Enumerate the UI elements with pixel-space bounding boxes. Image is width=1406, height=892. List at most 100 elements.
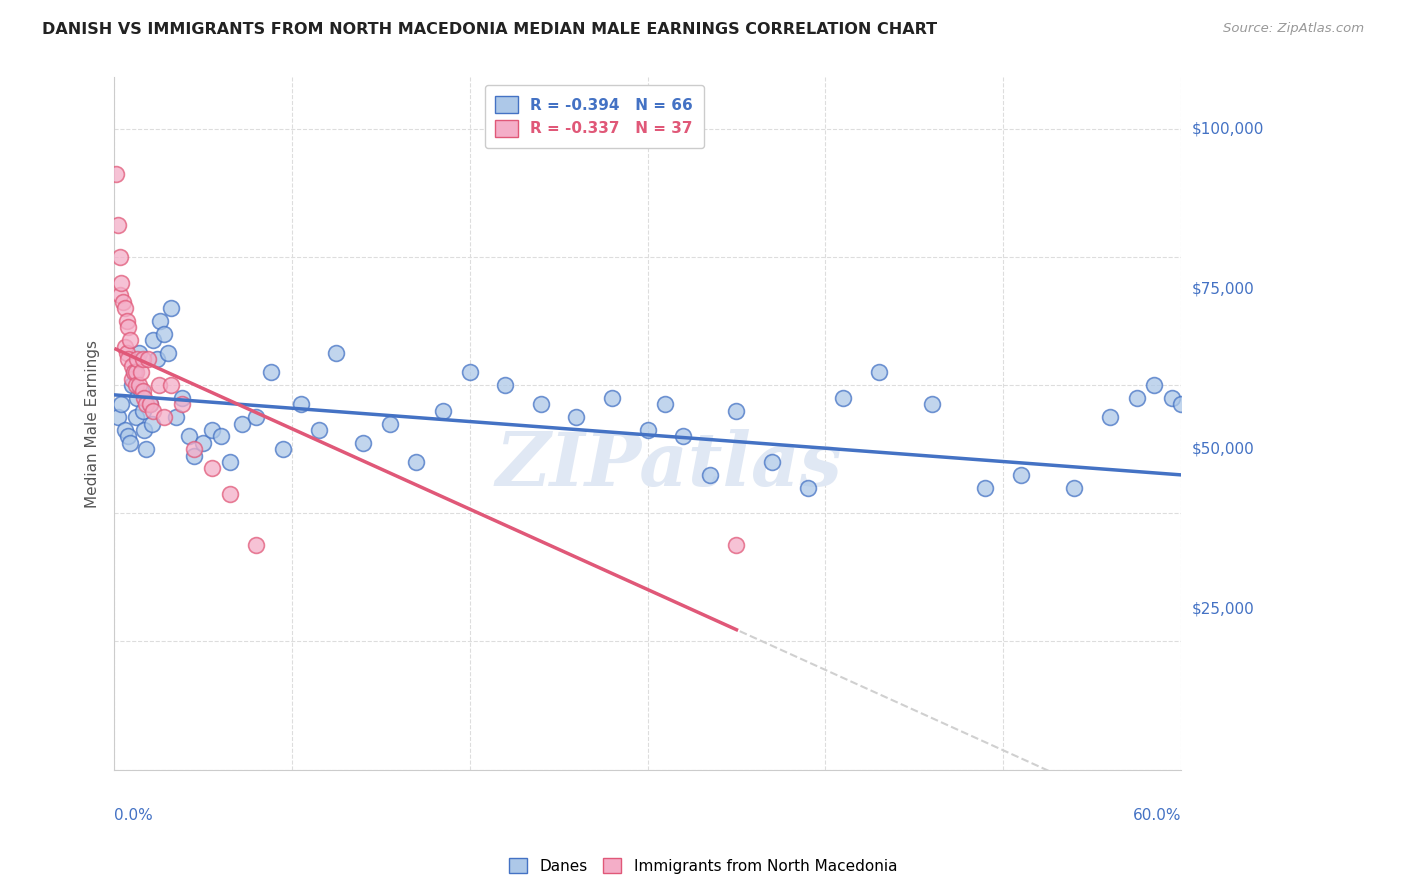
Point xyxy=(308,423,330,437)
Point xyxy=(131,352,153,367)
Point xyxy=(108,288,131,302)
Point xyxy=(108,250,131,264)
Point xyxy=(378,417,401,431)
Point xyxy=(245,410,267,425)
Point xyxy=(699,467,721,482)
Point xyxy=(725,403,748,417)
Point xyxy=(170,391,193,405)
Point xyxy=(156,346,179,360)
Point xyxy=(1161,391,1184,405)
Point xyxy=(148,378,170,392)
Point xyxy=(134,391,156,405)
Text: $100,000: $100,000 xyxy=(1192,121,1264,136)
Point xyxy=(135,397,157,411)
Point xyxy=(832,391,855,405)
Point xyxy=(141,417,163,431)
Point xyxy=(128,346,150,360)
Y-axis label: Median Male Earnings: Median Male Earnings xyxy=(86,340,100,508)
Point xyxy=(1063,481,1085,495)
Point xyxy=(131,384,153,399)
Point xyxy=(218,487,240,501)
Point xyxy=(112,294,135,309)
Point xyxy=(124,378,146,392)
Point xyxy=(672,429,695,443)
Text: $25,000: $25,000 xyxy=(1192,602,1254,617)
Point xyxy=(1098,410,1121,425)
Point xyxy=(122,365,145,379)
Point xyxy=(135,442,157,457)
Point xyxy=(153,410,176,425)
Point xyxy=(1170,397,1192,411)
Point xyxy=(290,397,312,411)
Point xyxy=(129,365,152,379)
Point xyxy=(494,378,516,392)
Text: 60.0%: 60.0% xyxy=(1132,808,1181,823)
Point xyxy=(114,301,136,315)
Point xyxy=(530,397,553,411)
Point xyxy=(600,391,623,405)
Point xyxy=(139,397,162,411)
Text: $50,000: $50,000 xyxy=(1192,442,1254,457)
Point xyxy=(142,403,165,417)
Point xyxy=(1188,673,1211,687)
Point xyxy=(120,333,142,347)
Text: $75,000: $75,000 xyxy=(1192,282,1254,296)
Point xyxy=(121,359,143,373)
Point xyxy=(432,403,454,417)
Point xyxy=(127,391,149,405)
Point xyxy=(122,365,145,379)
Point xyxy=(177,429,200,443)
Point xyxy=(128,378,150,392)
Point xyxy=(115,346,138,360)
Text: DANISH VS IMMIGRANTS FROM NORTH MACEDONIA MEDIAN MALE EARNINGS CORRELATION CHART: DANISH VS IMMIGRANTS FROM NORTH MACEDONI… xyxy=(42,22,938,37)
Point xyxy=(1125,391,1147,405)
Point xyxy=(120,435,142,450)
Point xyxy=(201,461,224,475)
Point xyxy=(124,365,146,379)
Point xyxy=(104,167,127,181)
Point xyxy=(136,352,159,367)
Point xyxy=(868,365,890,379)
Point xyxy=(183,442,205,457)
Point xyxy=(1010,467,1032,482)
Point xyxy=(117,320,139,334)
Point xyxy=(146,352,169,367)
Point xyxy=(114,340,136,354)
Point xyxy=(271,442,294,457)
Point xyxy=(458,365,481,379)
Point xyxy=(654,397,676,411)
Point xyxy=(761,455,783,469)
Legend: Danes, Immigrants from North Macedonia: Danes, Immigrants from North Macedonia xyxy=(503,852,903,880)
Point xyxy=(114,423,136,437)
Point xyxy=(117,429,139,443)
Point xyxy=(117,352,139,367)
Point xyxy=(107,410,129,425)
Point xyxy=(124,410,146,425)
Point xyxy=(170,397,193,411)
Point xyxy=(127,352,149,367)
Point xyxy=(191,435,214,450)
Point xyxy=(110,276,132,290)
Point xyxy=(352,435,374,450)
Text: Source: ZipAtlas.com: Source: ZipAtlas.com xyxy=(1223,22,1364,36)
Point xyxy=(183,449,205,463)
Point xyxy=(121,371,143,385)
Point xyxy=(160,301,183,315)
Point xyxy=(245,538,267,552)
Point xyxy=(974,481,997,495)
Point xyxy=(121,378,143,392)
Point xyxy=(725,538,748,552)
Point xyxy=(110,397,132,411)
Point xyxy=(405,455,427,469)
Point xyxy=(201,423,224,437)
Point xyxy=(796,481,818,495)
Point xyxy=(209,429,232,443)
Point xyxy=(231,417,253,431)
Point xyxy=(134,423,156,437)
Point xyxy=(259,365,281,379)
Point xyxy=(218,455,240,469)
Point xyxy=(325,346,347,360)
Point xyxy=(165,410,187,425)
Point xyxy=(637,423,659,437)
Text: ZIPatlas: ZIPatlas xyxy=(495,429,842,501)
